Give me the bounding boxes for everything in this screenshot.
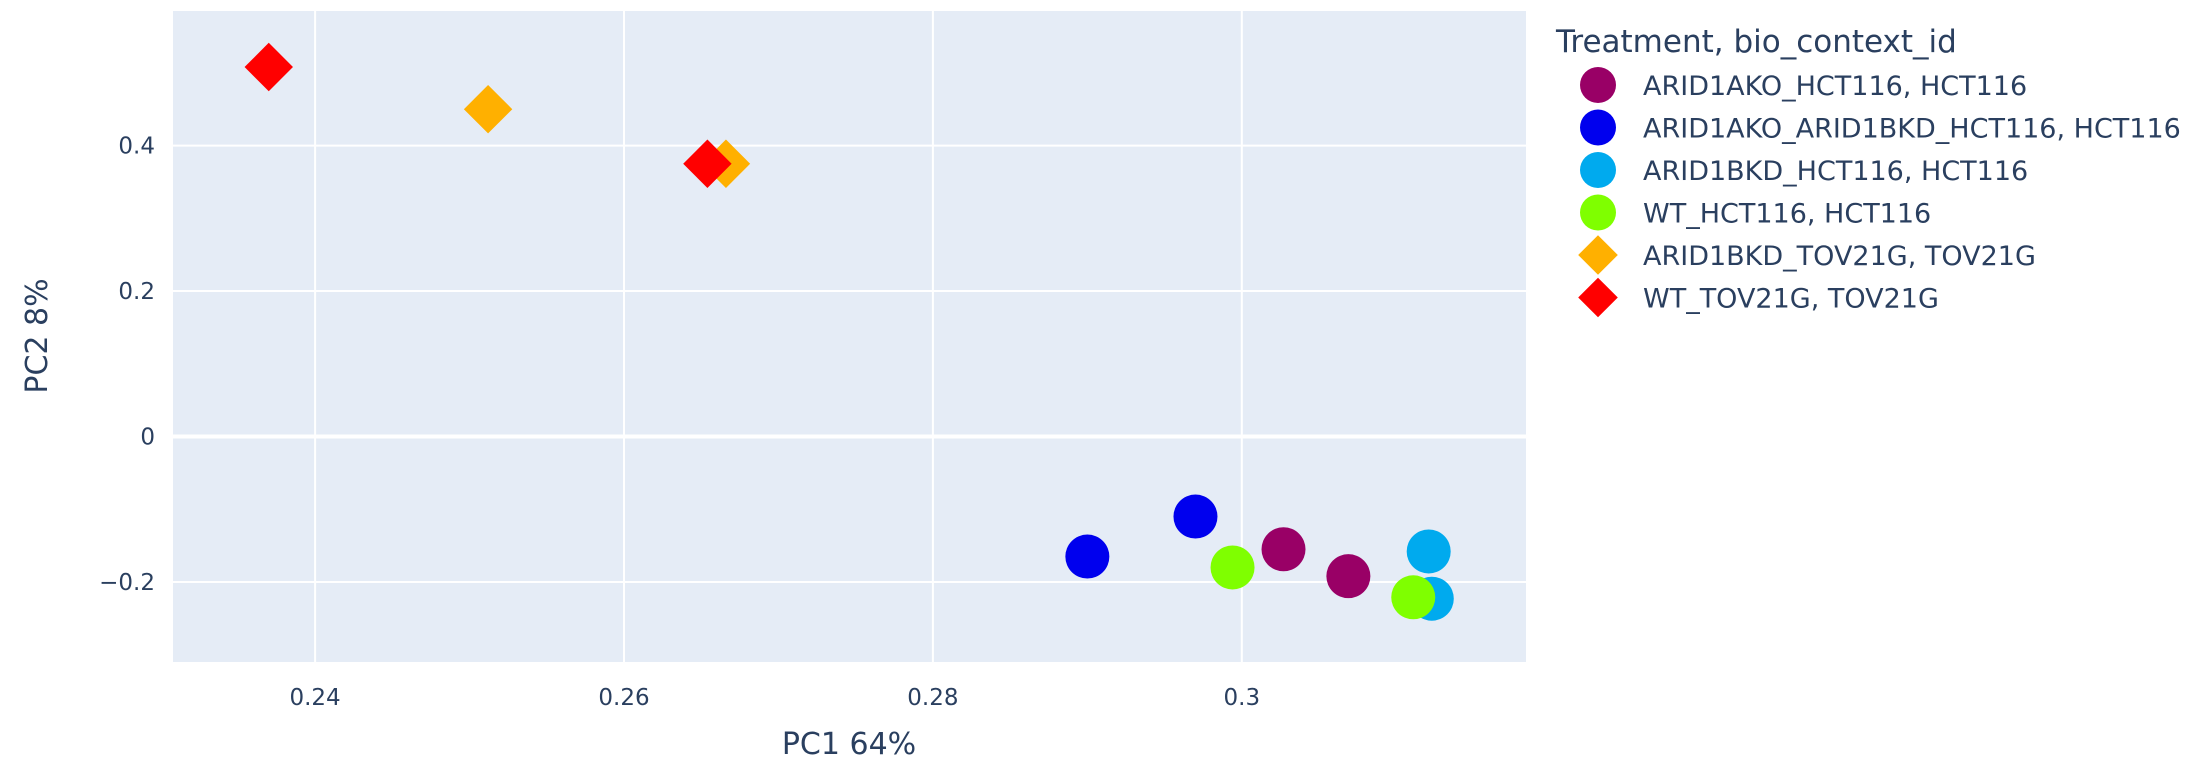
y-tick-label: 0.2: [118, 279, 155, 305]
legend-marker: [1580, 67, 1616, 103]
x-tick-label: 0.3: [1224, 685, 1261, 711]
data-point: [1210, 545, 1255, 590]
y-tick-label: 0.4: [118, 134, 155, 160]
x-tick-label: 0.28: [907, 685, 958, 711]
legend-marker: [1578, 277, 1618, 318]
axis-ticks: 0.24 0.26 0.28 0.3 −0.2 0 0.2 0.4: [99, 134, 1260, 711]
data-markers: [244, 42, 1454, 621]
legend-marker: [1578, 235, 1618, 275]
data-point: [244, 42, 293, 92]
data-point: [1065, 534, 1110, 579]
legend: ARID1AKO_HCT116, HCT116 ARID1AKO_ARID1BKD…: [1578, 67, 2181, 318]
x-tick-label: 0.26: [598, 685, 649, 711]
legend-marker: [1580, 109, 1616, 146]
legend-entry-label: ARID1BKD_TOV21G, TOV21G: [1643, 241, 2036, 272]
x-tick-label: 0.24: [289, 685, 340, 711]
y-axis-title: PC2 8%: [20, 278, 55, 393]
data-point: [1261, 527, 1306, 572]
plot-area-background: [173, 11, 1526, 662]
legend-marker: [1580, 152, 1616, 188]
gridlines: [173, 11, 1526, 662]
legend-entry-label: ARID1AKO_ARID1BKD_HCT116, HCT116: [1643, 114, 2181, 145]
x-axis-title: PC1 64%: [782, 727, 916, 762]
data-point: [1391, 575, 1436, 620]
data-point: [463, 84, 513, 134]
legend-entry-label: WT_HCT116, HCT116: [1643, 199, 1931, 230]
data-point: [683, 139, 732, 188]
y-tick-label: 0: [140, 425, 155, 451]
data-point: [1326, 554, 1371, 599]
legend-title: Treatment, bio_context_id: [1555, 24, 1957, 60]
legend-entry-label: ARID1BKD_HCT116, HCT116: [1643, 156, 2028, 187]
data-point: [1406, 529, 1451, 574]
legend-marker: [1580, 194, 1616, 231]
data-point: [1173, 494, 1218, 539]
legend-entry-label: WT_TOV21G, TOV21G: [1643, 284, 1939, 315]
y-tick-label: −0.2: [99, 570, 155, 596]
legend-entry-label: ARID1AKO_HCT116, HCT116: [1643, 71, 2027, 102]
